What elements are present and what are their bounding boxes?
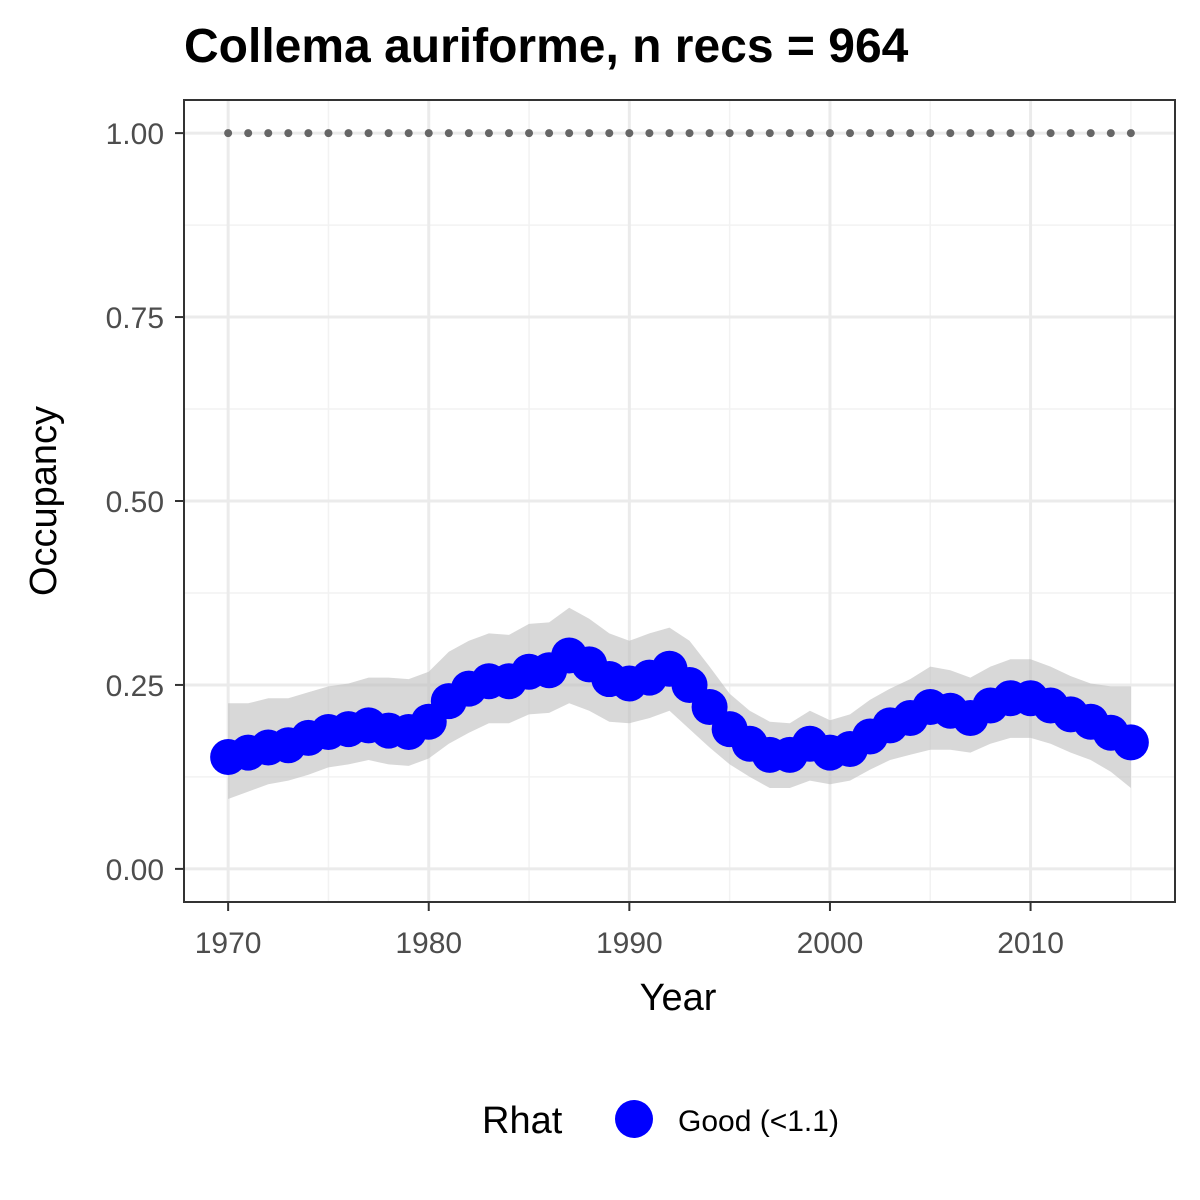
x-tick-label: 1980 — [395, 927, 462, 960]
y-tick-label: 0.25 — [106, 670, 164, 703]
reference-point — [444, 129, 453, 138]
reference-point — [1026, 129, 1035, 138]
legend-key-good — [615, 1100, 653, 1138]
y-tick-label: 0.50 — [106, 486, 164, 519]
reference-point — [785, 129, 794, 138]
x-tick-label: 2010 — [997, 927, 1064, 960]
x-tick-label: 1970 — [195, 927, 262, 960]
reference-point — [424, 129, 433, 138]
reference-point — [846, 129, 855, 138]
credible-interval-band — [228, 607, 1131, 799]
reference-point — [525, 129, 534, 138]
reference-point — [705, 129, 714, 138]
reference-point — [224, 129, 233, 138]
occupancy-points — [210, 637, 1149, 776]
reference-point — [1006, 129, 1015, 138]
reference-point — [946, 129, 955, 138]
y-tick-label: 0.00 — [106, 854, 164, 887]
reference-point — [1086, 129, 1095, 138]
axes: 1970 1980 1990 2000 2010 0.00 0.25 0.50 0.75 1.00 — [106, 118, 1064, 960]
y-axis-title: Occupancy — [23, 406, 65, 596]
reference-point — [344, 129, 353, 138]
reference-point — [1126, 129, 1135, 138]
reference-point — [504, 129, 513, 138]
reference-point — [565, 129, 574, 138]
reference-point — [1106, 129, 1115, 138]
x-tick-label: 2000 — [797, 927, 864, 960]
reference-point — [906, 129, 915, 138]
reference-point — [404, 129, 413, 138]
grid-lines — [184, 100, 1175, 902]
x-axis-title: Year — [640, 977, 717, 1019]
reference-point — [725, 129, 734, 138]
reference-point — [745, 129, 754, 138]
reference-point — [364, 129, 373, 138]
occupancy-point — [1112, 724, 1149, 761]
y-tick-label: 1.00 — [106, 118, 164, 151]
reference-point — [384, 129, 393, 138]
reference-point — [886, 129, 895, 138]
reference-point — [805, 129, 814, 138]
reference-point — [264, 129, 273, 138]
reference-dotted-line — [224, 129, 1135, 138]
reference-point — [585, 129, 594, 138]
credible-interval-ribbon — [228, 607, 1131, 799]
reference-point — [926, 129, 935, 138]
x-tick-label: 1990 — [596, 927, 663, 960]
reference-point — [1046, 129, 1055, 138]
chart-title: Collema auriforme, n recs = 964 — [184, 20, 909, 73]
reference-point — [545, 129, 554, 138]
reference-point — [986, 129, 995, 138]
reference-point — [825, 129, 834, 138]
reference-point — [866, 129, 875, 138]
reference-point — [605, 129, 614, 138]
reference-point — [625, 129, 634, 138]
reference-point — [665, 129, 674, 138]
reference-point — [304, 129, 313, 138]
reference-point — [765, 129, 774, 138]
reference-point — [966, 129, 975, 138]
reference-point — [484, 129, 493, 138]
reference-point — [284, 129, 293, 138]
reference-point — [464, 129, 473, 138]
reference-point — [1066, 129, 1075, 138]
reference-point — [685, 129, 694, 138]
legend-label-good: Good (<1.1) — [678, 1105, 839, 1138]
reference-point — [244, 129, 253, 138]
legend-title: Rhat — [482, 1100, 563, 1142]
y-tick-label: 0.75 — [106, 302, 164, 335]
legend: Rhat Good (<1.1) — [482, 1100, 839, 1142]
reference-point — [324, 129, 333, 138]
reference-point — [645, 129, 654, 138]
